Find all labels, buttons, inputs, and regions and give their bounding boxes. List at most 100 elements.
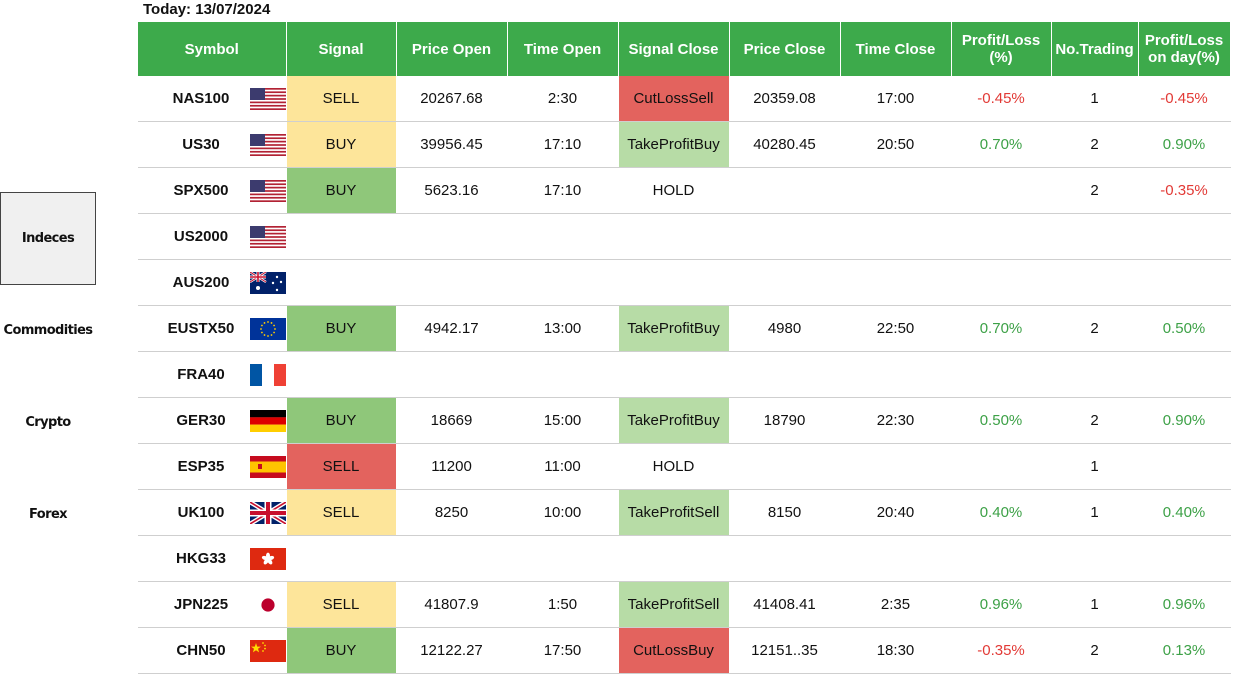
profit-loss-cell: -0.45% — [951, 76, 1052, 122]
price-close-cell: 4980 — [729, 305, 841, 352]
price-open-cell: 39956.45 — [396, 121, 508, 168]
us-flag-icon — [249, 179, 286, 202]
col-price-close: Price Close — [729, 22, 841, 76]
symbol-cell[interactable]: AUS200 — [138, 259, 287, 306]
signal-close-cell: TakeProfitSell — [618, 489, 730, 536]
us-flag-icon — [249, 225, 286, 248]
signal-cell: SELL — [286, 581, 397, 628]
symbol-cell[interactable]: ESP35 — [138, 443, 287, 490]
price-close-cell: 8150 — [729, 489, 841, 536]
signal-cell — [286, 213, 397, 260]
price-open-cell: 12122.27 — [396, 627, 508, 674]
time-open-cell: 15:00 — [507, 397, 619, 444]
symbol-cell[interactable]: CHN50 — [138, 627, 287, 674]
table-row[interactable]: US2000 — [138, 213, 1231, 260]
symbol-cell[interactable]: US30 — [138, 121, 287, 168]
au-flag-icon — [249, 271, 286, 294]
us-flag-icon — [249, 87, 286, 110]
time-open-cell — [507, 213, 619, 260]
symbol-cell[interactable]: SPX500 — [138, 167, 287, 214]
eu-flag-icon — [249, 317, 286, 340]
symbol-name: US30 — [182, 136, 220, 153]
symbol-name: CHN50 — [176, 642, 226, 659]
profit-loss-day-cell: 0.96% — [1138, 581, 1231, 628]
symbol-cell[interactable]: HKG33 — [138, 535, 287, 582]
table-row[interactable]: UK100 SELL 8250 10:00 TakeProfitSell 8150 20:4… — [138, 489, 1231, 536]
table-row[interactable]: GER30 BUY 18669 15:00 TakeProfitBuy 18790 22:3… — [138, 397, 1231, 444]
signal-close-cell: HOLD — [618, 443, 730, 490]
col-signal-close: Signal Close — [618, 22, 730, 76]
col-profit-loss-day: Profit/Loss on day(%) — [1138, 22, 1231, 76]
price-open-cell: 5623.16 — [396, 167, 508, 214]
table-row[interactable]: CHN50 BUY 12122.27 17:50 CutLossBuy 12151..35… — [138, 627, 1231, 674]
symbol-name: GER30 — [176, 412, 226, 429]
price-open-cell: 41807.9 — [396, 581, 508, 628]
table-row[interactable]: EUSTX50 BUY 4942.17 13:00 TakeProfitBuy 4980 2… — [138, 305, 1231, 352]
col-signal: Signal — [286, 22, 397, 76]
cn-flag-icon — [249, 639, 286, 662]
col-time-close: Time Close — [840, 22, 952, 76]
signal-cell: BUY — [286, 121, 397, 168]
sidebar-item-crypto[interactable]: Crypto — [25, 415, 71, 430]
profit-loss-day-cell — [1138, 213, 1231, 260]
table-row[interactable]: HKG33 — [138, 535, 1231, 582]
no-trading-cell: 2 — [1051, 305, 1139, 352]
time-open-cell: 10:00 — [507, 489, 619, 536]
table-row[interactable]: NAS100 SELL 20267.68 2:30 CutLossSell 20359.0… — [138, 76, 1231, 122]
symbol-cell[interactable]: EUSTX50 — [138, 305, 287, 352]
table-row[interactable]: FRA40 — [138, 351, 1231, 398]
col-profit-loss: Profit/Loss (%) — [951, 22, 1052, 76]
price-open-cell — [396, 213, 508, 260]
symbol-cell[interactable]: JPN225 — [138, 581, 287, 628]
time-close-cell — [840, 535, 952, 582]
signal-close-cell: TakeProfitSell — [618, 581, 730, 628]
table-row[interactable]: SPX500 BUY 5623.16 17:10 HOLD 2 -0.35% — [138, 167, 1231, 214]
symbol-name: FRA40 — [177, 366, 225, 383]
table-row[interactable]: AUS200 — [138, 259, 1231, 306]
table-row[interactable]: JPN225 SELL 41807.9 1:50 TakeProfitSell 41408… — [138, 581, 1231, 628]
time-open-cell — [507, 535, 619, 582]
profit-loss-cell: 0.96% — [951, 581, 1052, 628]
profit-loss-day-cell: 0.90% — [1138, 121, 1231, 168]
signal-close-cell: TakeProfitBuy — [618, 305, 730, 352]
time-open-cell — [507, 259, 619, 306]
price-open-cell — [396, 259, 508, 306]
signal-cell: BUY — [286, 305, 397, 352]
profit-loss-cell: 0.70% — [951, 121, 1052, 168]
symbol-cell[interactable]: UK100 — [138, 489, 287, 536]
time-close-cell — [840, 213, 952, 260]
price-open-cell: 20267.68 — [396, 76, 508, 122]
symbol-cell[interactable]: FRA40 — [138, 351, 287, 398]
profit-loss-cell — [951, 259, 1052, 306]
sidebar-item-indeces[interactable]: Indeces — [0, 192, 96, 285]
signals-table: Symbol Signal Price Open Time Open Signa… — [138, 22, 1231, 674]
symbol-cell[interactable]: GER30 — [138, 397, 287, 444]
price-close-cell — [729, 443, 841, 490]
signal-close-cell: TakeProfitBuy — [618, 397, 730, 444]
col-no-trading: No.Trading — [1051, 22, 1139, 76]
profit-loss-day-cell: 0.50% — [1138, 305, 1231, 352]
price-close-cell — [729, 167, 841, 214]
table-row[interactable]: US30 BUY 39956.45 17:10 TakeProfitBuy 40280.4… — [138, 121, 1231, 168]
table-row[interactable]: ESP35 SELL 11200 11:00 HOLD 1 — [138, 443, 1231, 490]
signal-close-cell — [618, 535, 730, 582]
no-trading-cell: 1 — [1051, 76, 1139, 122]
time-close-cell — [840, 167, 952, 214]
symbol-cell[interactable]: US2000 — [138, 213, 287, 260]
symbol-cell[interactable]: NAS100 — [138, 76, 287, 122]
sidebar-item-forex[interactable]: Forex — [29, 507, 68, 522]
profit-loss-cell — [951, 443, 1052, 490]
price-open-cell: 18669 — [396, 397, 508, 444]
us-flag-icon — [249, 133, 286, 156]
symbol-name: ESP35 — [177, 458, 225, 475]
time-close-cell: 20:50 — [840, 121, 952, 168]
profit-loss-cell: 0.70% — [951, 305, 1052, 352]
signal-cell: BUY — [286, 167, 397, 214]
symbol-name: JPN225 — [173, 596, 229, 613]
no-trading-cell: 1 — [1051, 489, 1139, 536]
symbol-name: EUSTX50 — [167, 320, 235, 337]
sidebar-item-commodities[interactable]: Commodities — [3, 323, 93, 338]
es-flag-icon — [249, 455, 286, 478]
signal-close-cell — [618, 213, 730, 260]
time-close-cell: 2:35 — [840, 581, 952, 628]
